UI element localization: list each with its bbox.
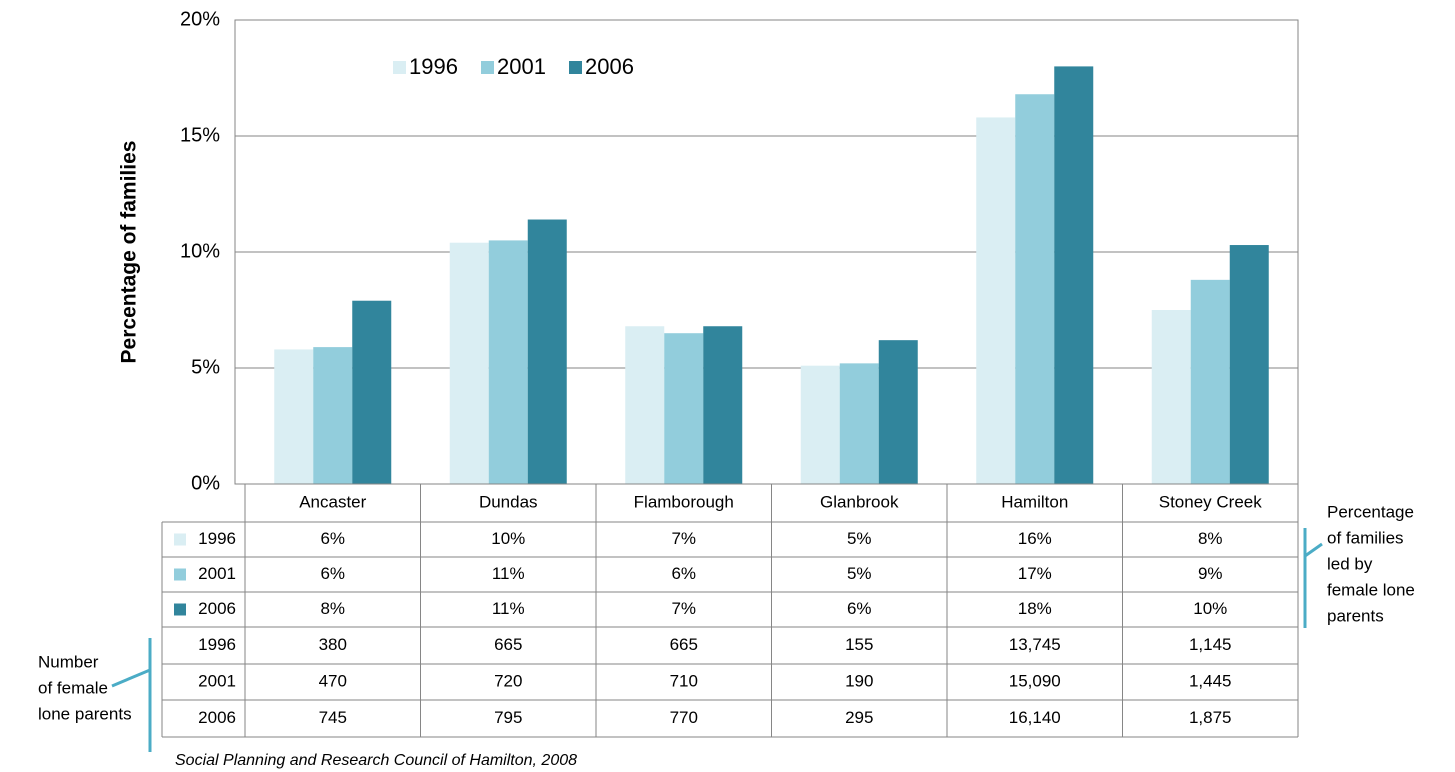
bar — [1151, 310, 1191, 484]
legend-swatch — [481, 61, 494, 74]
category-label: Flamborough — [634, 492, 734, 511]
y-tick-label: 20% — [180, 8, 220, 30]
bar — [352, 300, 392, 484]
legend-label: 2006 — [585, 54, 634, 79]
value-label: 11% — [492, 599, 525, 618]
bar — [313, 347, 353, 484]
bar — [1054, 66, 1094, 485]
source: Social Planning and Research Council of … — [175, 752, 577, 769]
value-label: 6% — [671, 564, 696, 583]
y-tick-label: 5% — [191, 356, 220, 378]
count-cell: 1,145 — [1189, 635, 1232, 654]
count-cell: 1,445 — [1189, 671, 1232, 690]
y-tick-label: 0% — [191, 472, 220, 494]
bar — [800, 365, 840, 484]
y-axis-label: Percentage of families — [118, 141, 141, 364]
row-label: 1996 — [198, 635, 236, 654]
count-cell: 1,875 — [1189, 708, 1232, 727]
legend-swatch — [569, 61, 582, 74]
value-label: 16% — [1018, 529, 1052, 548]
value-label: 11% — [492, 564, 525, 583]
bar — [878, 340, 918, 484]
category-label: Stoney Creek — [1159, 492, 1262, 511]
value-label: 18% — [1018, 599, 1052, 618]
value-label: 17% — [1018, 564, 1052, 583]
count-cell: 15,090 — [1009, 671, 1061, 690]
table-swatch — [174, 603, 186, 616]
count-cell: 770 — [670, 708, 698, 727]
bar — [274, 349, 314, 484]
bar — [703, 326, 743, 484]
category-label: Dundas — [479, 492, 538, 511]
value-label: 10% — [491, 529, 525, 548]
count-cell: 745 — [319, 708, 347, 727]
count-cell: 155 — [845, 635, 873, 654]
row-label: 2001 — [198, 671, 236, 690]
count-cell: 795 — [494, 708, 522, 727]
count-cell: 190 — [845, 671, 873, 690]
value-label: 6% — [320, 529, 345, 548]
note: led by — [1327, 554, 1373, 573]
note: female lone — [1327, 580, 1415, 599]
row-label: 2006 — [198, 708, 236, 727]
count-cell: 16,140 — [1009, 708, 1061, 727]
legend-label: 1996 — [409, 54, 458, 79]
bar — [449, 242, 489, 484]
bar — [839, 363, 879, 484]
note: of female — [38, 678, 108, 697]
legend-swatch — [393, 61, 406, 74]
legend-label: 2001 — [497, 54, 546, 79]
row-label: 1996 — [198, 529, 236, 548]
category-label: Glanbrook — [820, 492, 899, 511]
bar — [1190, 279, 1230, 484]
value-label: 5% — [847, 564, 872, 583]
value-label: 6% — [320, 564, 345, 583]
bar — [664, 333, 704, 484]
note: parents — [1327, 606, 1384, 625]
bar — [976, 117, 1016, 484]
count-cell: 470 — [319, 671, 347, 690]
count-cell: 710 — [670, 671, 698, 690]
value-label: 5% — [847, 529, 872, 548]
category-label: Ancaster — [299, 492, 366, 511]
note: Number — [38, 652, 99, 671]
value-label: 7% — [671, 529, 696, 548]
y-tick-label: 15% — [180, 124, 220, 146]
bracket — [111, 668, 151, 688]
count-cell: 295 — [845, 708, 873, 727]
count-cell: 13,745 — [1009, 635, 1061, 654]
bar — [488, 240, 528, 484]
value-label: 9% — [1198, 564, 1223, 583]
bar — [1229, 245, 1269, 484]
note: Percentage — [1327, 502, 1414, 521]
note: of families — [1327, 528, 1404, 547]
bar — [527, 219, 567, 484]
table-swatch — [174, 568, 186, 581]
value-label: 8% — [1198, 529, 1223, 548]
y-tick-label: 10% — [180, 240, 220, 262]
value-label: 7% — [671, 599, 696, 618]
row-label: 2006 — [198, 599, 236, 618]
bar — [625, 326, 665, 484]
category-label: Hamilton — [1001, 492, 1068, 511]
table-swatch — [174, 533, 186, 546]
row-label: 2001 — [198, 564, 236, 583]
value-label: 8% — [320, 599, 345, 618]
count-cell: 665 — [494, 635, 522, 654]
bracket — [1304, 542, 1323, 558]
value-label: 10% — [1193, 599, 1227, 618]
value-label: 6% — [847, 599, 872, 618]
note: lone parents — [38, 704, 132, 723]
count-cell: 665 — [670, 635, 698, 654]
bar — [1015, 94, 1055, 485]
count-cell: 720 — [494, 671, 522, 690]
count-cell: 380 — [319, 635, 347, 654]
